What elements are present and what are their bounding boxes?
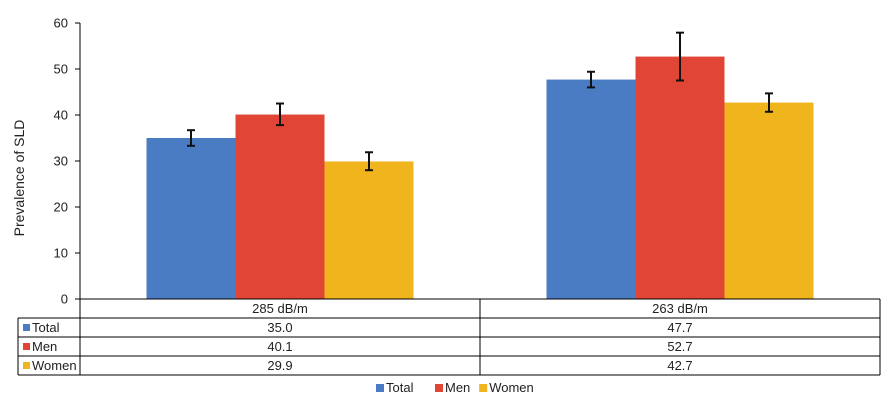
table-series-label: Men: [32, 339, 57, 354]
y-tick-label: 50: [54, 62, 68, 77]
bar-women: [324, 161, 414, 299]
legend: Total Men Women: [376, 380, 534, 395]
table-legend-key: [23, 362, 30, 369]
y-tick-label: 40: [54, 108, 68, 123]
table-cell-value: 40.1: [267, 339, 292, 354]
legend-key-total: [376, 384, 384, 392]
y-tick-label: 0: [61, 292, 68, 307]
y-tick-label: 20: [54, 200, 68, 215]
legend-key-women: [479, 384, 488, 392]
bar-total: [546, 79, 636, 299]
table-cell-value: 29.9: [267, 358, 292, 373]
bar-men: [635, 56, 725, 299]
table-legend-key: [23, 343, 30, 350]
bar-men: [235, 114, 325, 299]
x-category-label: 263 dB/m: [652, 301, 708, 316]
y-tick-label: 30: [54, 154, 68, 169]
y-tick-label: 10: [54, 246, 68, 261]
y-axis-title: Prevalence of SLD: [11, 120, 27, 237]
y-axis-ticks: 0 10 20 30 40 50 60: [54, 16, 81, 307]
x-category-label: 285 dB/m: [252, 301, 308, 316]
y-tick-label: 60: [54, 16, 68, 31]
table-cell-value: 42.7: [667, 358, 692, 373]
data-table: 285 dB/m 263 dB/m Total 35.0 47.7 Men 40.1 52.7…: [17, 298, 881, 376]
legend-label: Men: [445, 380, 470, 395]
table-legend-key: [23, 324, 30, 331]
table-cell-value: 52.7: [667, 339, 692, 354]
legend-label: Total: [386, 380, 414, 395]
legend-key-men: [435, 384, 443, 392]
table-cell-value: 47.7: [667, 320, 692, 335]
plot-area: [146, 31, 814, 299]
bar-total: [146, 138, 236, 299]
bar-women: [724, 102, 814, 299]
table-series-label: Total: [32, 320, 60, 335]
table-cell-value: 35.0: [267, 320, 292, 335]
legend-label: Women: [489, 380, 534, 395]
table-series-label: Women: [32, 358, 77, 373]
